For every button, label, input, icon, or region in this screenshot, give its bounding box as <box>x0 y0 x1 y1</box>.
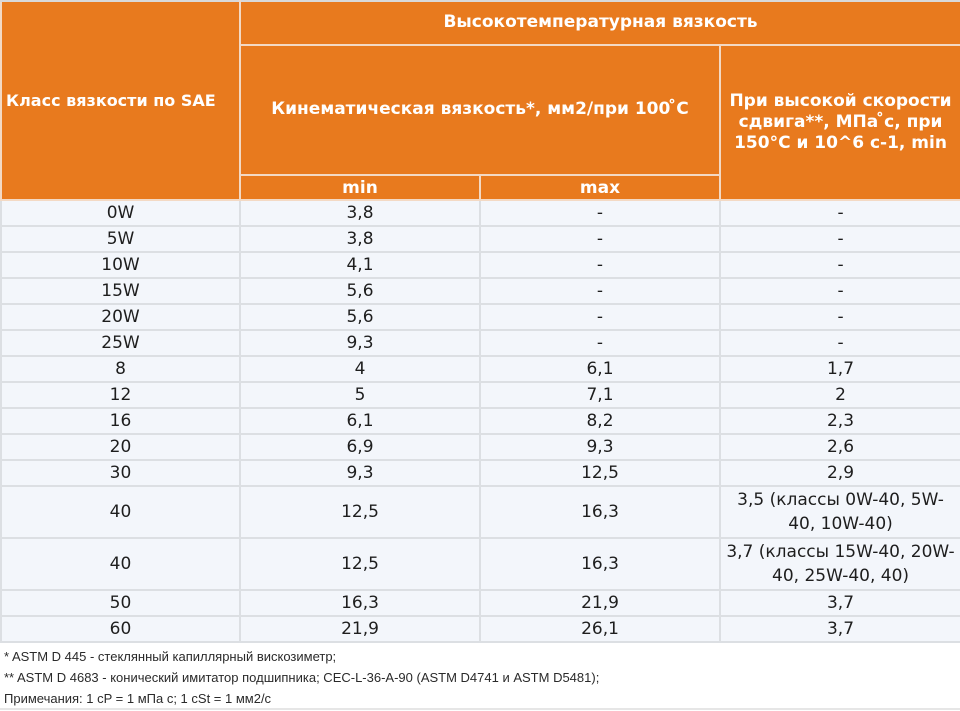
table-row: 15W 5,6 - - <box>0 277 960 305</box>
cell-hths: - <box>718 199 960 227</box>
table-row: 5W 3,8 - - <box>0 225 960 253</box>
cell-max: 12,5 <box>479 459 721 487</box>
cell-max: 7,1 <box>479 381 721 409</box>
cell-max: - <box>479 303 721 331</box>
cell-min: 5,6 <box>239 277 481 305</box>
cell-max: - <box>479 329 721 357</box>
sae-viscosity-table: Класс вязкости по SAE Высокотемпературна… <box>0 0 960 643</box>
cell-hths: - <box>718 329 960 357</box>
cell-min: 12,5 <box>239 537 481 591</box>
cell-hths: 3,7 <box>718 615 960 643</box>
cell-max: 6,1 <box>479 355 721 383</box>
sae-viscosity-table-container: Класс вязкости по SAE Высокотемпературна… <box>0 0 960 643</box>
cell-sae: 60 <box>0 615 241 643</box>
cell-hths: 3,7 <box>718 589 960 617</box>
cell-hths: - <box>718 251 960 279</box>
cell-hths: 1,7 <box>718 355 960 383</box>
table-row: 30 9,3 12,5 2,9 <box>0 459 960 487</box>
table-row: 12 5 7,1 2 <box>0 381 960 409</box>
cell-min: 6,1 <box>239 407 481 435</box>
cell-hths: 3,5 (классы 0W-40, 5W-40, 10W-40) <box>718 485 960 539</box>
footnote-astm-d4683: ** ASTM D 4683 - конический имитатор под… <box>4 670 600 685</box>
cell-hths: 2,6 <box>718 433 960 461</box>
footnote-astm-d445: * ASTM D 445 - стеклянный капиллярный ви… <box>4 649 337 664</box>
cell-sae: 25W <box>0 329 241 357</box>
table-row: 40 12,5 16,3 3,5 (классы 0W-40, 5W-40, 1… <box>0 485 960 539</box>
cell-min: 16,3 <box>239 589 481 617</box>
cell-max: - <box>479 251 721 279</box>
table-row: 50 16,3 21,9 3,7 <box>0 589 960 617</box>
cell-min: 21,9 <box>239 615 481 643</box>
cell-min: 3,8 <box>239 225 481 253</box>
cell-sae: 10W <box>0 251 241 279</box>
cell-hths: 2,9 <box>718 459 960 487</box>
header-high-shear-viscosity: При высокой скорости сдвига**, МПа ̊с, п… <box>718 44 960 201</box>
cell-max: 16,3 <box>479 537 721 591</box>
cell-hths: - <box>718 225 960 253</box>
table-row: 0W 3,8 - - <box>0 199 960 227</box>
cell-sae: 5W <box>0 225 241 253</box>
cell-hths: 3,7 (классы 15W-40, 20W-40, 25W-40, 40) <box>718 537 960 591</box>
table-row: 20 6,9 9,3 2,6 <box>0 433 960 461</box>
footnote-units: Примечания: 1 cP = 1 мПа с; 1 cSt = 1 мм… <box>4 691 272 706</box>
cell-sae: 8 <box>0 355 241 383</box>
cell-max: - <box>479 225 721 253</box>
cell-min: 4,1 <box>239 251 481 279</box>
cell-min: 9,3 <box>239 329 481 357</box>
cell-hths: - <box>718 303 960 331</box>
cell-min: 12,5 <box>239 485 481 539</box>
table-row: 10W 4,1 - - <box>0 251 960 279</box>
cell-min: 4 <box>239 355 481 383</box>
cell-sae: 16 <box>0 407 241 435</box>
cell-sae: 30 <box>0 459 241 487</box>
table-row: 20W 5,6 - - <box>0 303 960 331</box>
cell-min: 6,9 <box>239 433 481 461</box>
cell-sae: 20 <box>0 433 241 461</box>
table-row: 60 21,9 26,1 3,7 <box>0 615 960 643</box>
cell-min: 9,3 <box>239 459 481 487</box>
cell-sae: 50 <box>0 589 241 617</box>
cell-hths: 2 <box>718 381 960 409</box>
cell-min: 3,8 <box>239 199 481 227</box>
header-kinematic-viscosity: Кинематическая вязкость*, мм2/при 100 ̊С <box>239 44 721 176</box>
cell-max: 26,1 <box>479 615 721 643</box>
cell-max: - <box>479 199 721 227</box>
footnotes: * ASTM D 445 - стеклянный капиллярный ви… <box>4 646 599 709</box>
header-high-temp-viscosity: Высокотемпературная вязкость <box>238 0 960 46</box>
cell-sae: 40 <box>0 485 241 539</box>
cell-max: 16,3 <box>479 485 721 539</box>
cell-min: 5,6 <box>239 303 481 331</box>
header-min: min <box>239 174 481 201</box>
table-row: 25W 9,3 - - <box>0 329 960 357</box>
cell-sae: 15W <box>0 277 241 305</box>
cell-max: - <box>479 277 721 305</box>
table-row: 16 6,1 8,2 2,3 <box>0 407 960 435</box>
header-max: max <box>479 174 721 201</box>
cell-sae: 0W <box>0 199 241 227</box>
cell-max: 21,9 <box>479 589 721 617</box>
cell-max: 9,3 <box>479 433 721 461</box>
bottom-divider <box>0 708 960 710</box>
cell-max: 8,2 <box>479 407 721 435</box>
table-row: 8 4 6,1 1,7 <box>0 355 960 383</box>
cell-sae: 40 <box>0 537 241 591</box>
cell-hths: - <box>718 277 960 305</box>
cell-hths: 2,3 <box>718 407 960 435</box>
cell-sae: 12 <box>0 381 241 409</box>
header-sae-class: Класс вязкости по SAE <box>0 0 241 201</box>
cell-sae: 20W <box>0 303 241 331</box>
table-row: 40 12,5 16,3 3,7 (классы 15W-40, 20W-40,… <box>0 537 960 591</box>
cell-min: 5 <box>239 381 481 409</box>
